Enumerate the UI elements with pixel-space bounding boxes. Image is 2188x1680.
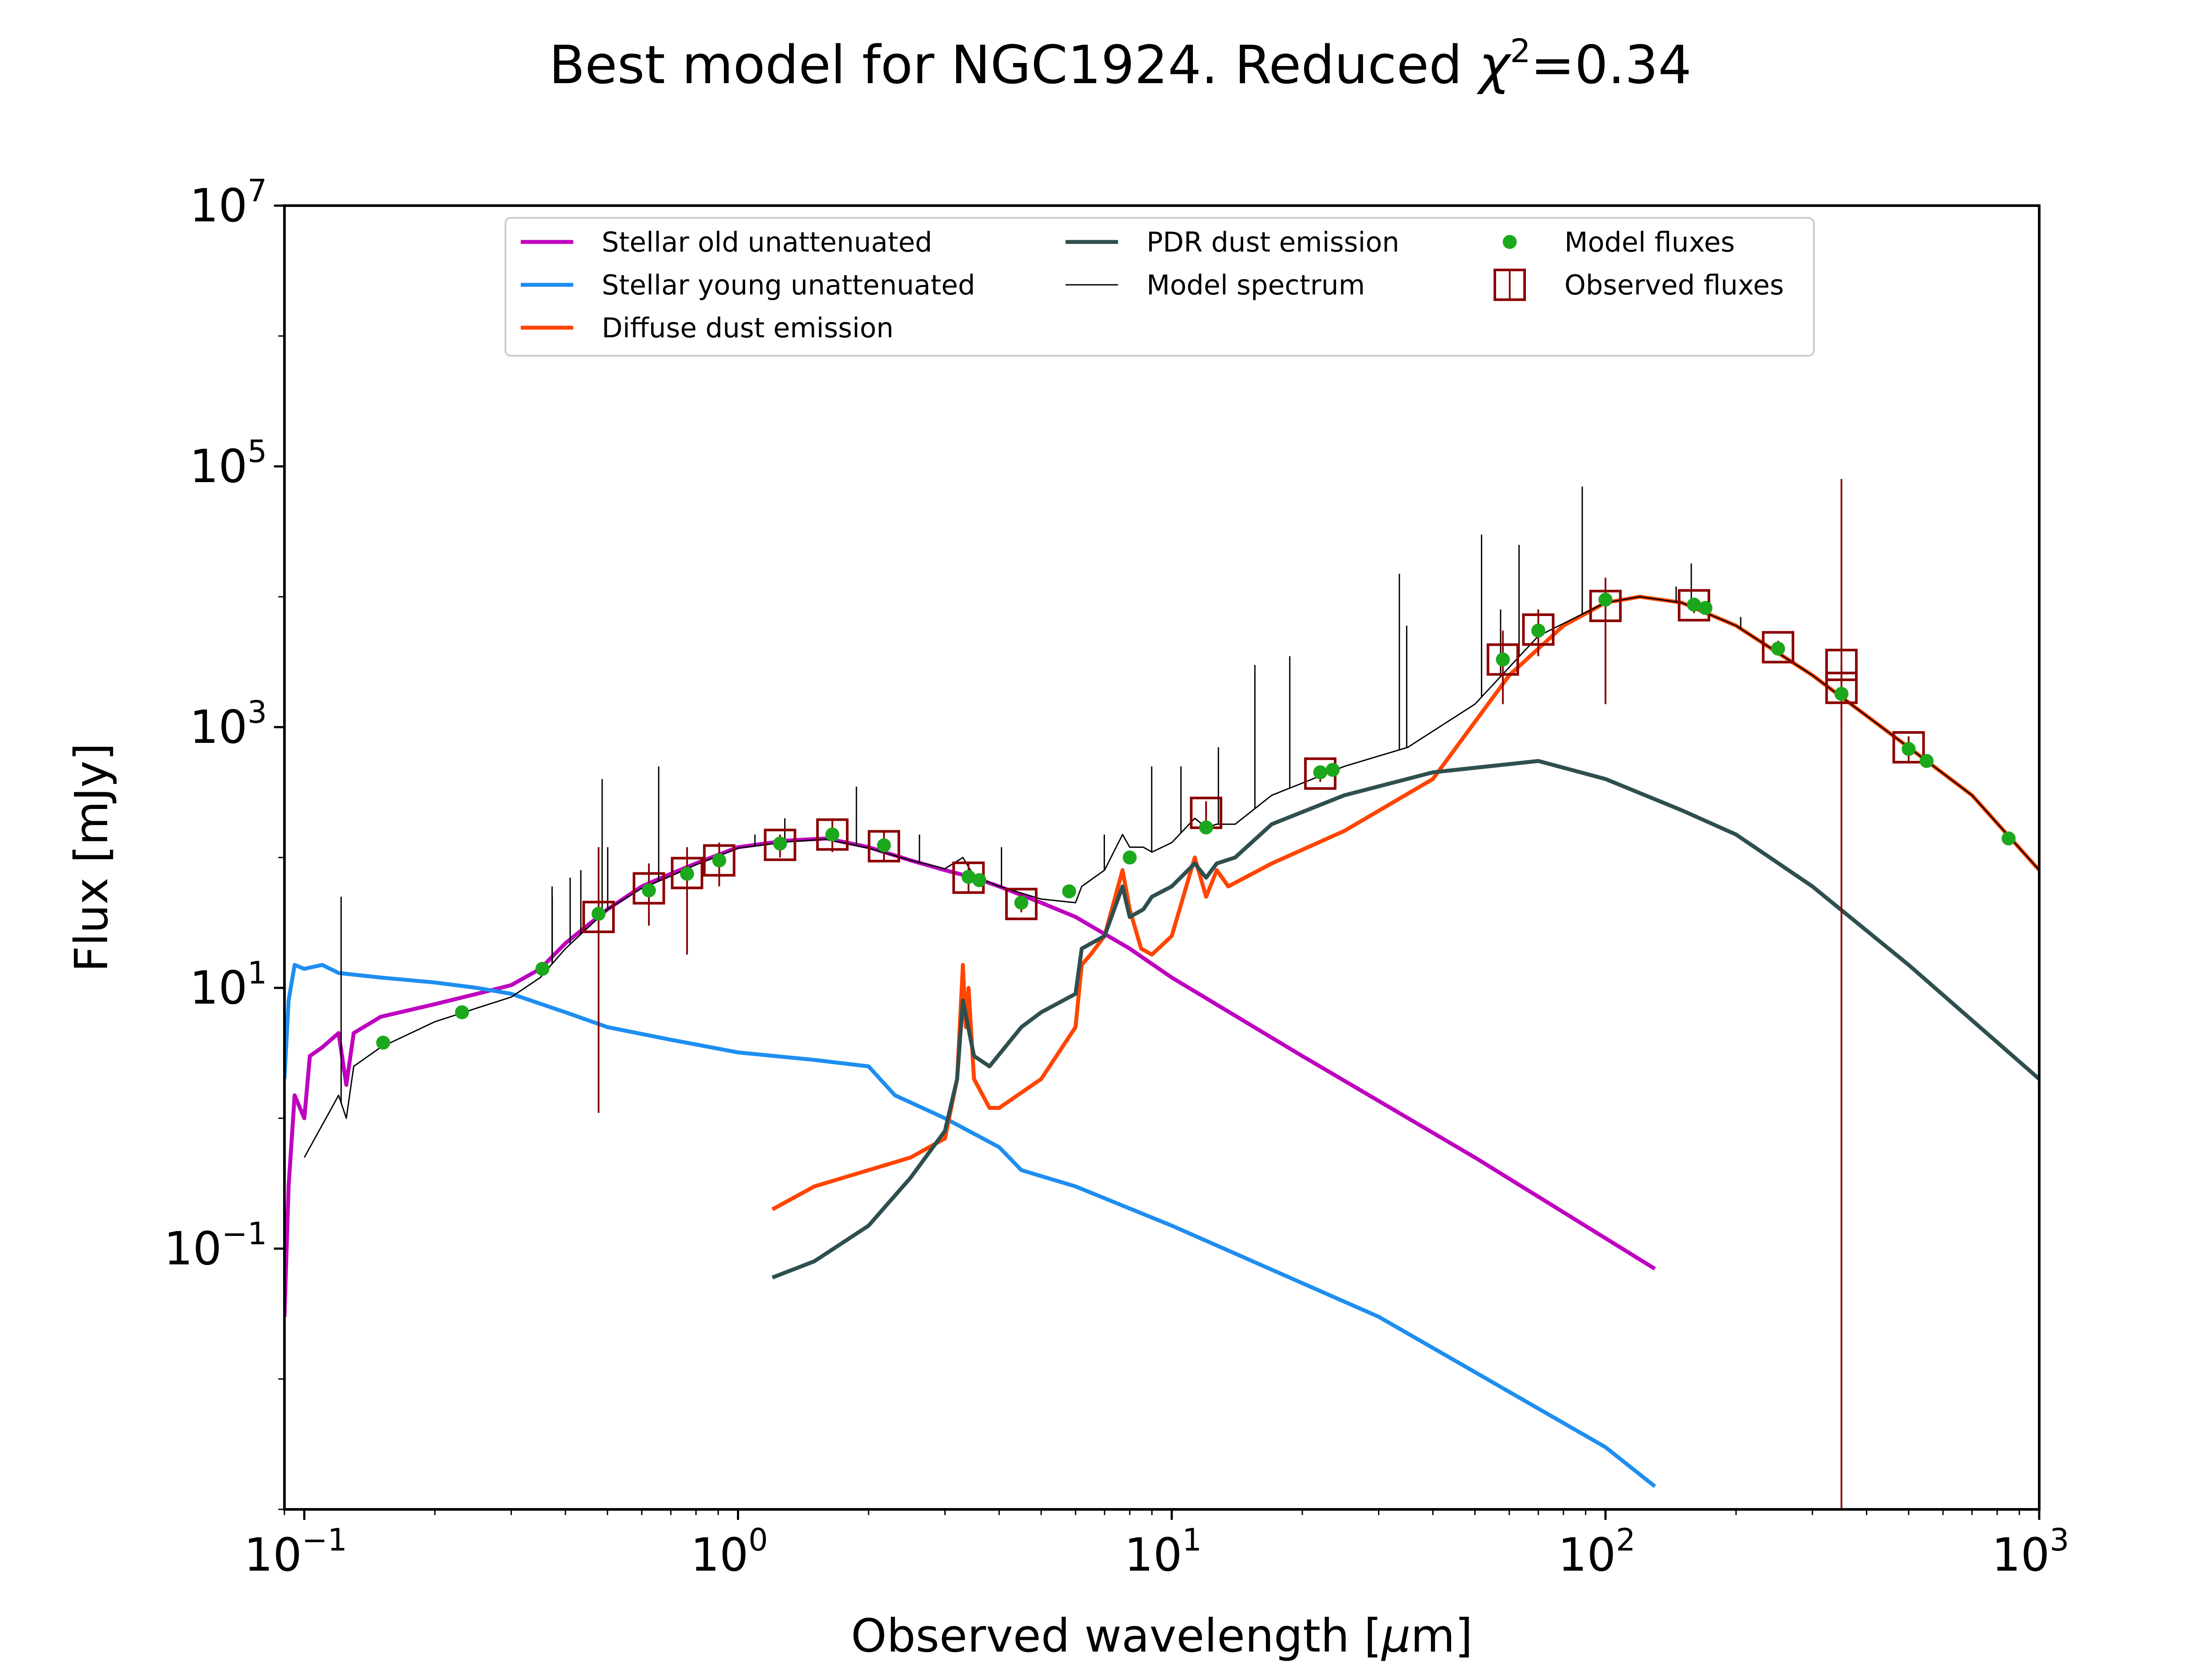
y-tick-label: 101 (189, 955, 267, 1015)
observed-flux-marker (1589, 590, 1622, 623)
x-tick-label: 103 (1992, 1522, 2069, 1582)
model-flux-point (591, 906, 606, 921)
y-tick-label: 103 (189, 694, 267, 754)
model-flux-point (877, 838, 891, 853)
model-flux-point (1698, 601, 1713, 615)
model-flux-point (961, 870, 976, 884)
series-line-stellar-young-unattenuated (284, 963, 1656, 1488)
x-tick-label: 100 (691, 1522, 768, 1582)
observed-flux-marker (1005, 888, 1038, 920)
model-flux-point (1062, 884, 1076, 899)
model-flux-point (712, 853, 726, 868)
model-flux-point (1199, 820, 1213, 835)
legend-entry-model-fluxes: Model fluxes (1503, 226, 1735, 258)
legend-entry-stellar-young-unattenuated: Stellar young unattenuated (521, 269, 975, 301)
axis-ticks: 10−1 100 101 102 103 10−1 101 103 105 107 (164, 173, 2069, 1582)
legend-label: Model fluxes (1564, 226, 1735, 258)
legend-swatch (1503, 235, 1517, 249)
legend-entry-observed-fluxes: Observed fluxes (1494, 269, 1784, 301)
model-flux-point (535, 962, 550, 976)
model-flux-point (2002, 831, 2016, 846)
model-flux-point (642, 883, 656, 898)
observed-flux-marker (868, 830, 901, 863)
legend-label: Stellar young unattenuated (602, 269, 975, 301)
y-axis-label: Flux [mJy] (65, 743, 118, 972)
chart-title: Best model for NGC1924. Reduced χ2=0.34 (549, 32, 1691, 96)
legend-label: Observed fluxes (1564, 269, 1784, 301)
model-flux-point (1834, 686, 1849, 701)
x-tick-label: 10−1 (244, 1522, 347, 1582)
legend-label: Stellar old unattenuated (602, 226, 932, 258)
model-flux-point (773, 836, 787, 851)
x-tick-label: 102 (1558, 1522, 1635, 1582)
observed-flux-marker (1522, 613, 1555, 646)
model-flux-point (1598, 592, 1613, 607)
observed-flux-marker (816, 818, 849, 851)
series-line-pdr-dust-emission (771, 759, 2039, 1280)
observed-flux-marker (764, 829, 796, 861)
model-flux-point (1919, 754, 1934, 768)
legend-entry-diffuse-dust-emission: Diffuse dust emission (521, 312, 894, 344)
series-line-stellar-old-unattenuated (284, 836, 1656, 1317)
model-flux-point (1122, 850, 1137, 864)
model-flux-point (825, 827, 840, 842)
model-flux-point (972, 873, 986, 887)
legend-label: PDR dust emission (1147, 226, 1399, 258)
observed-flux-marker (632, 872, 665, 905)
model-flux-point (1771, 641, 1785, 656)
observed-flux-marker (1825, 672, 1858, 704)
legend-entry-pdr-dust-emission: PDR dust emission (1066, 226, 1399, 258)
x-axis-label: Observed wavelength [μm] (851, 1609, 1473, 1662)
legend-entry-model-spectrum: Model spectrum (1066, 269, 1365, 301)
model-flux-point (1901, 742, 1916, 756)
legend-box (505, 217, 1815, 357)
y-tick-label: 105 (189, 434, 267, 493)
observed-flux-marker (703, 844, 736, 877)
observed-flux-marker (1892, 731, 1925, 764)
observed-flux-marker (1487, 643, 1519, 676)
observed-flux-marker (1762, 631, 1795, 664)
model-flux-point (455, 1005, 469, 1019)
y-tick-label: 10−1 (164, 1216, 267, 1275)
y-tick-label: 107 (189, 173, 267, 232)
model-flux-point (1531, 623, 1546, 638)
observed-flux-marker (671, 857, 704, 889)
legend: Stellar old unattenuated Stellar young un… (505, 217, 1815, 357)
plot-area (284, 479, 2039, 1509)
model-flux-point (680, 867, 694, 881)
legend-entry-stellar-old-unattenuated: Stellar old unattenuated (521, 226, 932, 258)
model-flux-point (1325, 763, 1340, 777)
legend-label: Model spectrum (1147, 269, 1365, 301)
model-flux-point (1687, 598, 1701, 612)
model-flux-point (376, 1036, 390, 1050)
legend-label: Diffuse dust emission (602, 312, 894, 344)
observed-flux-marker (582, 900, 615, 933)
model-flux-point (1496, 652, 1510, 667)
x-tick-label: 101 (1124, 1522, 1202, 1582)
model-flux-point (1313, 765, 1328, 780)
model-flux-point (1014, 896, 1028, 910)
